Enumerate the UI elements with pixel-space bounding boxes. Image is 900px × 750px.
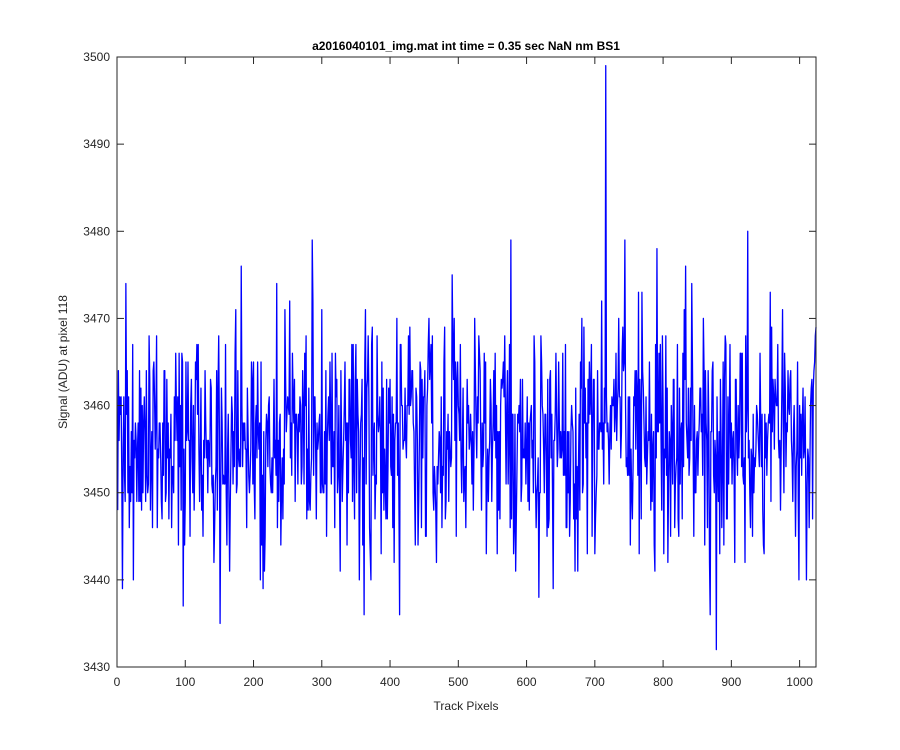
series-line	[117, 65, 817, 651]
x-tick-label: 600	[517, 675, 537, 689]
x-tick-label: 0	[114, 675, 121, 689]
x-tick-label: 400	[380, 675, 400, 689]
y-tick-label: 3500	[83, 50, 110, 64]
plot-area	[117, 57, 816, 667]
axes-box	[116, 56, 817, 668]
y-tick-label: 3440	[83, 573, 110, 587]
x-tick-label: 1000	[786, 675, 813, 689]
x-tick-label: 200	[244, 675, 264, 689]
y-tick-label: 3450	[83, 486, 110, 500]
series-layer	[117, 65, 817, 651]
x-tick-label: 900	[721, 675, 741, 689]
y-tick-label: 3430	[83, 660, 110, 674]
y-tick-label: 3480	[83, 224, 110, 238]
y-axis-label: Signal (ADU) at pixel 118	[56, 295, 70, 429]
chart-title: a2016040101_img.mat int time = 0.35 sec …	[312, 39, 620, 53]
y-tick-label: 3470	[83, 311, 110, 325]
x-tick-label: 100	[175, 675, 195, 689]
y-tick-label: 3460	[83, 399, 110, 413]
x-tick-label: 500	[448, 675, 468, 689]
axes-layer: 0 100 200 300 400 500 600 700 800 900 1000 3430 3440…	[83, 50, 817, 689]
y-tick-label: 3490	[83, 137, 110, 151]
x-tick-label: 700	[585, 675, 605, 689]
x-tick-label: 300	[312, 675, 332, 689]
x-tick-label: 800	[653, 675, 673, 689]
x-axis-label: Track Pixels	[434, 699, 499, 713]
